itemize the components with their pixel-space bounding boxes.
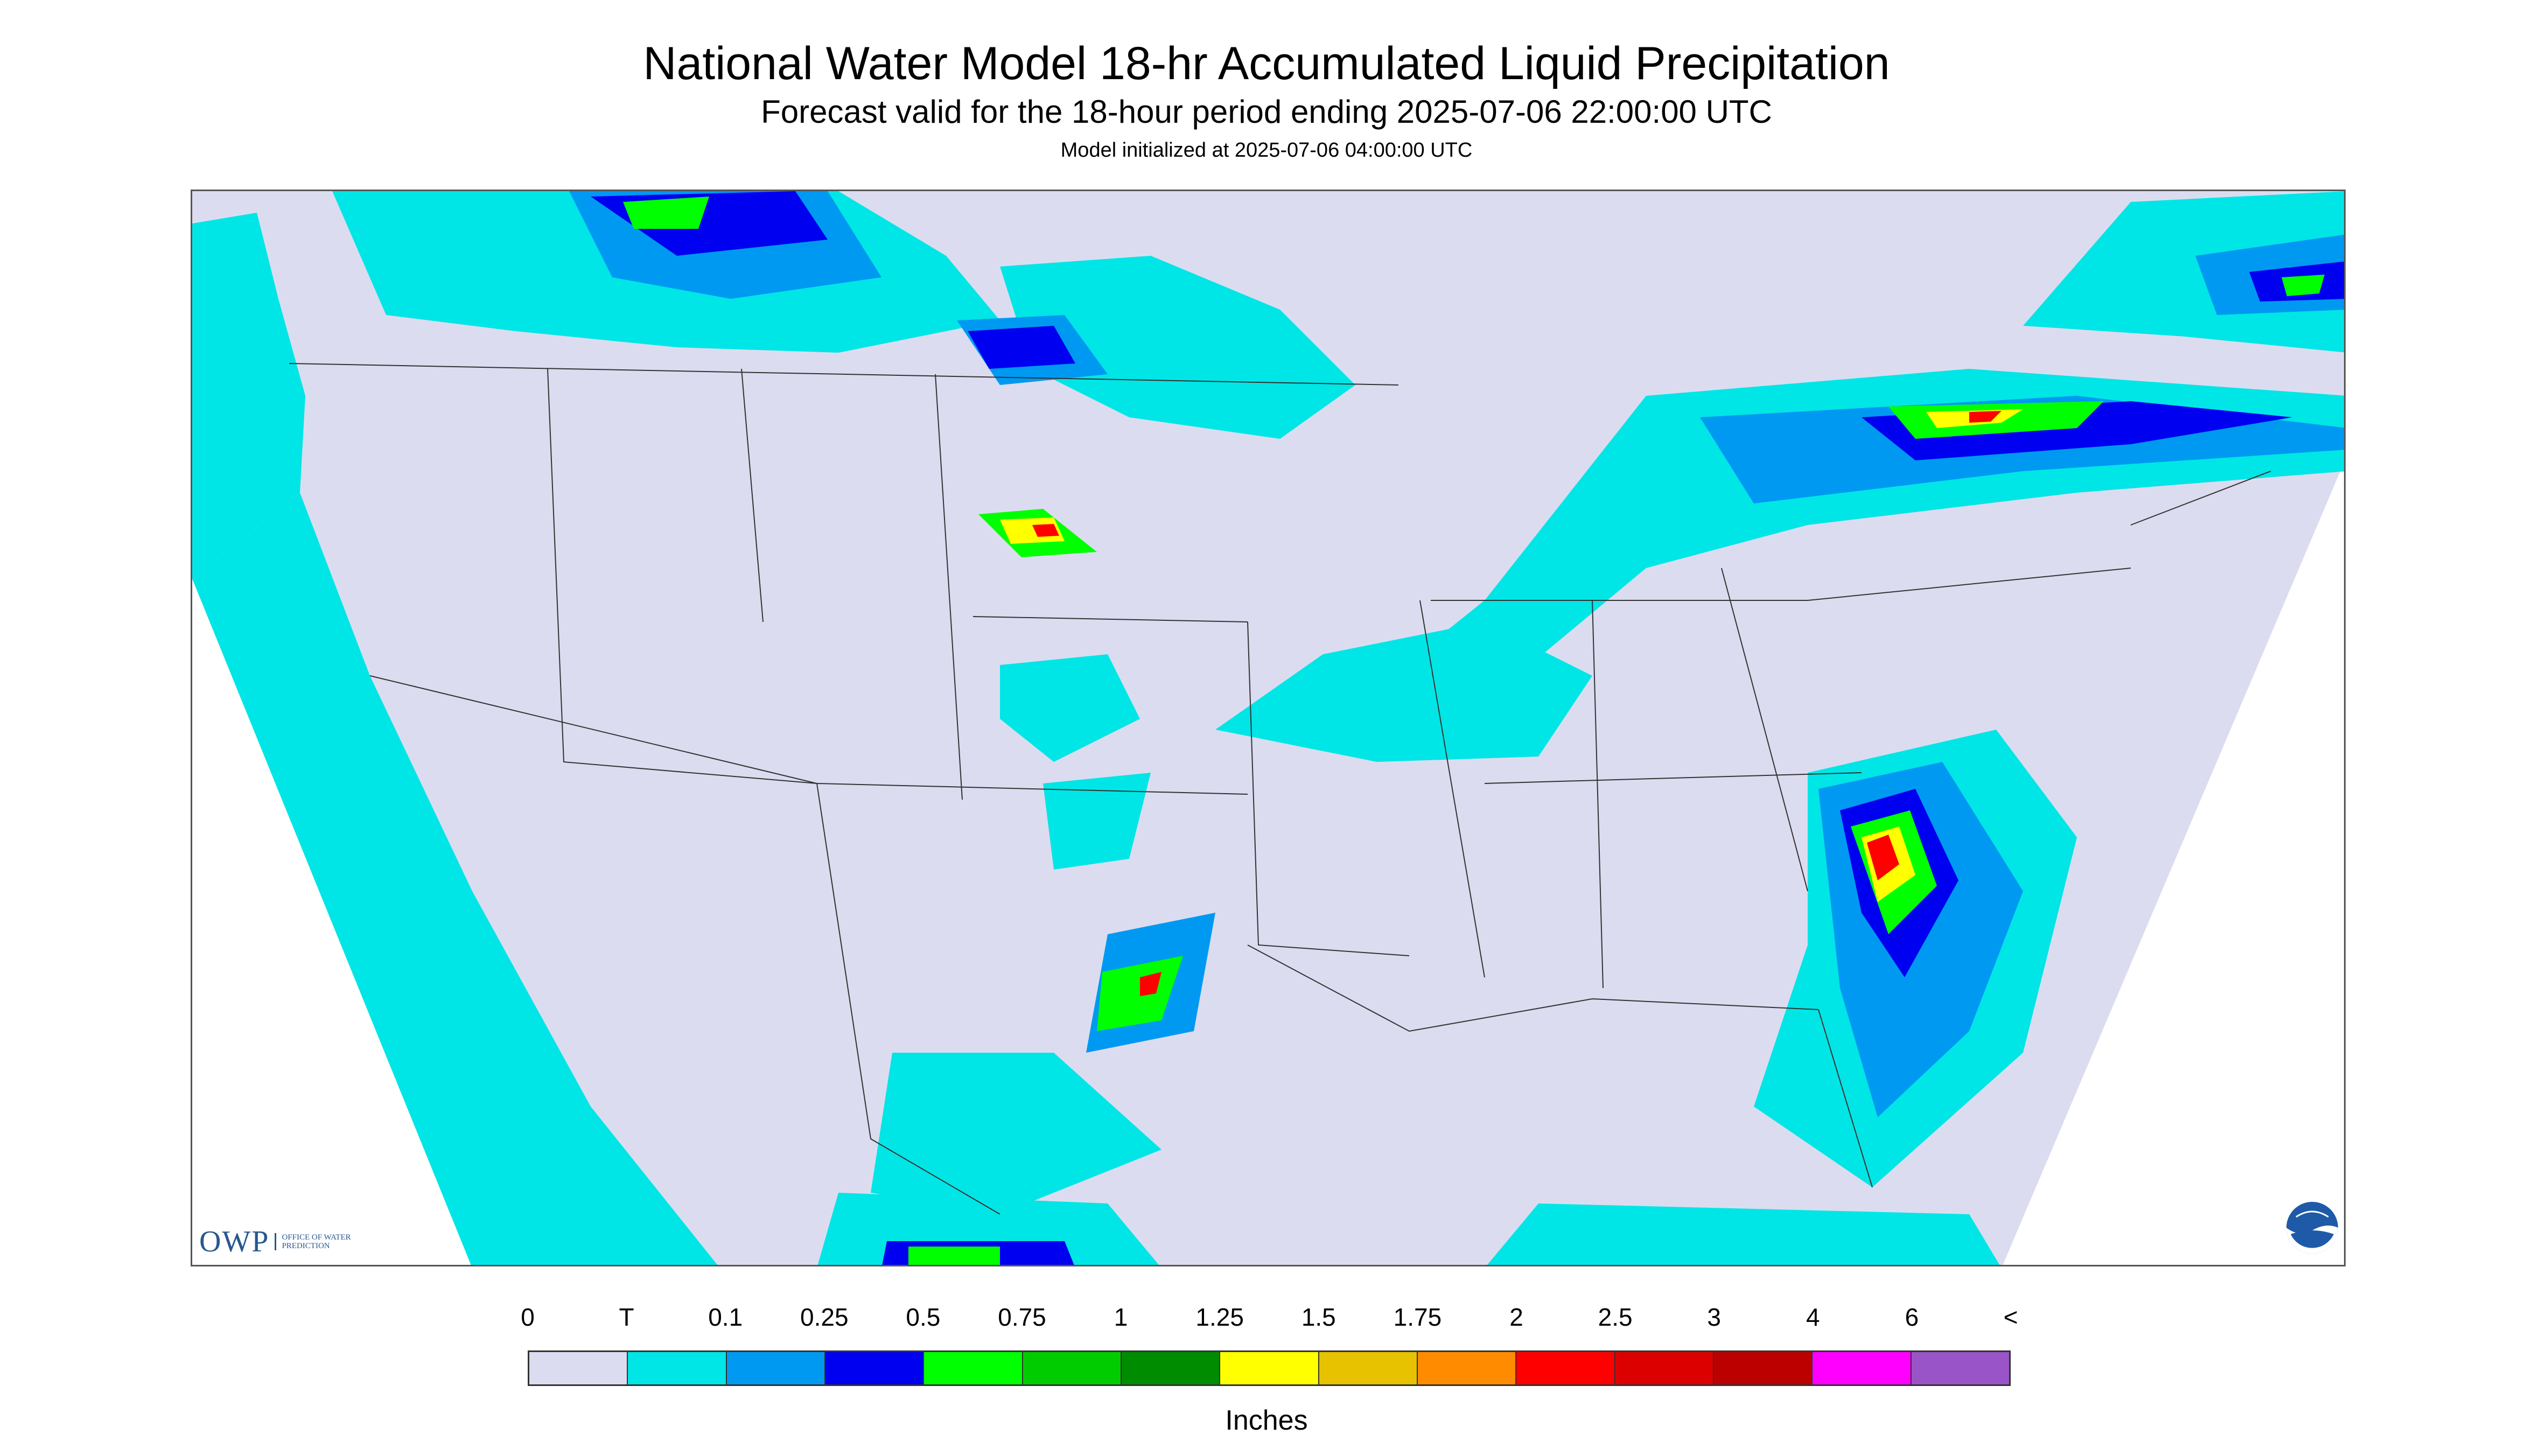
legend-swatch xyxy=(1615,1352,1714,1384)
legend-swatch xyxy=(1911,1352,2009,1384)
legend-label: 0.25 xyxy=(800,1303,849,1331)
legend-unit: Inches xyxy=(1225,1405,1308,1436)
legend-label: 1 xyxy=(1114,1303,1128,1331)
legend-label: < xyxy=(2003,1303,2018,1331)
legend-swatch xyxy=(628,1352,727,1384)
legend-label: T xyxy=(619,1303,634,1331)
legend-label: 0 xyxy=(521,1303,535,1331)
legend-swatch xyxy=(1516,1352,1615,1384)
legend-swatch xyxy=(726,1352,825,1384)
legend-label: 4 xyxy=(1806,1303,1820,1331)
legend-swatch xyxy=(1023,1352,1122,1384)
legend-labels: 0 T 0.1 0.25 0.5 0.75 1 1.25 1.5 1.75 2 2.5 3 4 6 < xyxy=(521,1302,2018,1334)
legend-label: 3 xyxy=(1707,1303,1721,1331)
legend-label: 1.5 xyxy=(1301,1303,1336,1331)
legend-label: 2.5 xyxy=(1598,1303,1633,1331)
legend-label: 6 xyxy=(1905,1303,1919,1331)
legend-color-bar xyxy=(528,1350,2011,1386)
noaa-logo xyxy=(2286,1202,2338,1254)
legend-swatch xyxy=(1417,1352,1517,1384)
precip-very-heavy xyxy=(1032,411,2002,996)
owp-logo-text: OFFICE OF WATER PREDICTION xyxy=(275,1233,362,1250)
precipitation-map xyxy=(191,190,2346,1266)
legend-swatch xyxy=(1319,1352,1418,1384)
map-title: National Water Model 18-hr Accumulated L… xyxy=(643,38,1890,89)
owp-logo-mark: OWP xyxy=(199,1225,270,1258)
precip-legend: 0 T 0.1 0.25 0.5 0.75 1 1.25 1.5 1.75 2 2.5 3 4 6 < xyxy=(521,1302,2018,1386)
legend-label: 1.25 xyxy=(1195,1303,1244,1331)
legend-label: 1.75 xyxy=(1393,1303,1442,1331)
owp-logo: OWP OFFICE OF WATER PREDICTION xyxy=(199,1225,362,1258)
legend-swatch xyxy=(1121,1352,1221,1384)
legend-swatch xyxy=(529,1352,628,1384)
legend-swatch xyxy=(1220,1352,1319,1384)
legend-label: 2 xyxy=(1509,1303,1523,1331)
legend-swatch xyxy=(825,1352,925,1384)
legend-label: 0.5 xyxy=(906,1303,941,1331)
legend-swatch xyxy=(1813,1352,1912,1384)
legend-label: 0.1 xyxy=(708,1303,743,1331)
map-subtitle: Forecast valid for the 18-hour period en… xyxy=(761,94,1772,130)
political-boundaries xyxy=(289,363,2271,1215)
model-init-line: Model initialized at 2025-07-06 04:00:00… xyxy=(1060,139,1473,162)
legend-label: 0.75 xyxy=(998,1303,1046,1331)
legend-swatch xyxy=(1713,1352,1813,1384)
legend-swatch xyxy=(924,1352,1023,1384)
